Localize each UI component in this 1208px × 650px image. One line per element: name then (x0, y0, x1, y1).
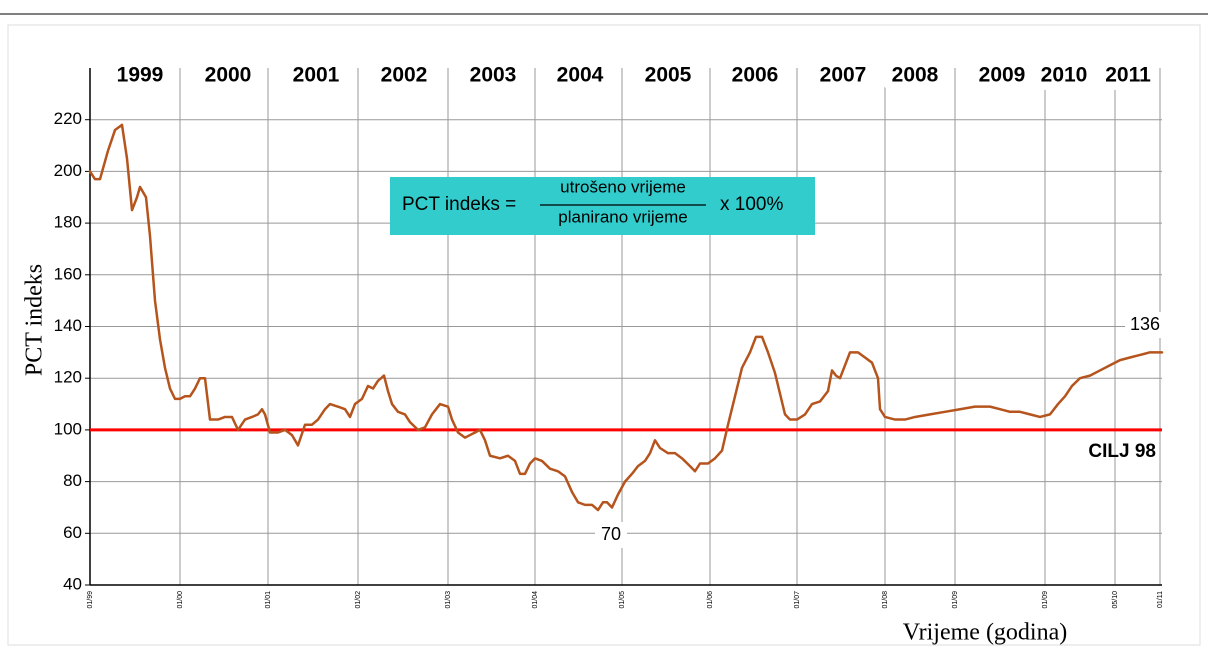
x-tick-label: 01/09 (1042, 591, 1049, 609)
year-label: 2006 (732, 64, 779, 87)
formula-numerator: utrošeno vrijeme (560, 177, 686, 196)
year-label: 2003 (470, 64, 517, 87)
formula-left: PCT indeks = (402, 194, 516, 215)
x-tick-label: 01/09 (952, 591, 959, 609)
x-tick-label: 01/07 (794, 591, 801, 609)
y-tick-label: 120 (54, 368, 82, 387)
year-label: 2011 (1105, 64, 1151, 87)
year-label: 2010 (1041, 64, 1088, 87)
annotation: 136 (1130, 314, 1160, 334)
y-tick-label: 160 (54, 264, 82, 283)
year-label: 2004 (557, 64, 604, 87)
year-box (197, 60, 259, 90)
year-box (111, 60, 169, 90)
x-tick-label: 01/01 (265, 591, 272, 609)
year-box (285, 60, 347, 90)
year-box (724, 60, 786, 90)
grid (89, 68, 1162, 586)
y-tick-label: 60 (63, 523, 82, 542)
year-label: 2008 (892, 64, 939, 87)
y-tick-label: 140 (54, 316, 82, 335)
year-label: 2000 (205, 64, 252, 87)
year-label: 2005 (645, 64, 692, 87)
annotation-box (1125, 312, 1165, 338)
x-tick-label: 01/08 (882, 591, 889, 609)
y-axis-label: PCT indeks (22, 264, 48, 376)
y-tick-label: 180 (54, 213, 82, 232)
year-box (549, 60, 611, 90)
formula-box (390, 177, 815, 235)
year-label: 2002 (381, 64, 428, 87)
year-box (1033, 60, 1095, 90)
year-box (884, 60, 946, 90)
y-tick-label: 40 (63, 574, 82, 593)
year-box (812, 60, 874, 90)
y-tick-label: 200 (54, 161, 82, 180)
year-label: 2001 (293, 64, 340, 87)
figure-frame (7, 24, 1201, 646)
annotation: 70 (601, 524, 621, 544)
x-tick-label: 05/10 (1112, 591, 1119, 609)
x-tick-label: 01/02 (355, 591, 362, 609)
year-label: 2007 (820, 64, 867, 87)
x-tick-label: 01/03 (445, 591, 452, 609)
year-box (1097, 60, 1159, 90)
x-tick-label: 01/11 (1157, 591, 1164, 608)
y-tick-label: 220 (54, 109, 82, 128)
data-line (88, 123, 1164, 512)
x-axis-label: Vrijeme (godina) (903, 620, 1068, 646)
year-box (373, 60, 435, 90)
y-tick-label: 80 (63, 471, 82, 490)
year-box (971, 60, 1033, 90)
x-tick-label: 01/00 (177, 591, 184, 609)
y-tick-label: 100 (54, 419, 82, 438)
x-tick-label: 01/99 (87, 591, 94, 609)
x-tick-label: 01/04 (532, 591, 539, 609)
annotation-box (595, 522, 627, 548)
year-box (462, 60, 524, 90)
formula-right: x 100% (720, 194, 783, 215)
formula-denominator: planirano vrijeme (558, 207, 687, 226)
year-label: 2009 (979, 64, 1026, 87)
year-label: 1999 (117, 64, 164, 87)
x-tick-label: 01/06 (707, 591, 714, 609)
year-box (637, 60, 699, 90)
reference-label: CILJ 98 (1088, 441, 1156, 462)
x-tick-label: 01/05 (619, 591, 626, 609)
